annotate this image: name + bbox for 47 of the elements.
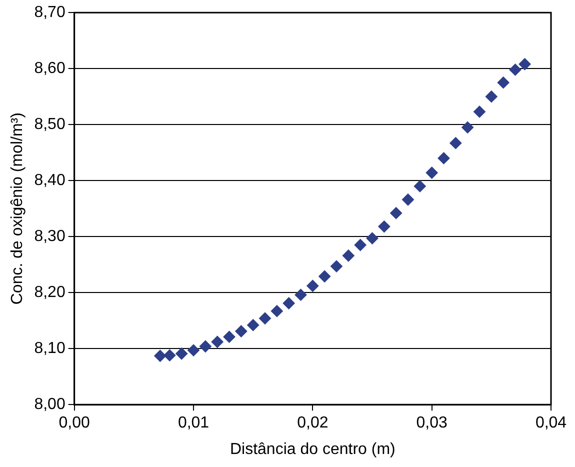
point (518, 58, 531, 70)
point (330, 260, 343, 272)
point (270, 305, 283, 318)
point (235, 325, 248, 338)
y-tick-label: 8,00 (34, 396, 66, 414)
point (426, 166, 438, 179)
point (485, 90, 498, 103)
point (247, 319, 260, 332)
x-tick-label: 0,03 (416, 414, 448, 432)
point (223, 330, 236, 343)
point (176, 348, 188, 360)
point (188, 344, 200, 356)
point (342, 250, 354, 262)
x-axis-title: Distância do centro (m) (230, 440, 396, 458)
point (378, 220, 390, 233)
y-tick-label: 8,50 (34, 116, 66, 134)
point (497, 76, 510, 89)
y-tick-label: 8,40 (34, 172, 66, 190)
point (259, 312, 272, 324)
point (154, 350, 166, 362)
point (414, 180, 426, 192)
x-tick-label: 0,01 (178, 414, 210, 432)
point (164, 349, 176, 362)
y-axis-title: Conc. de oxigênio (mol/m³) (9, 112, 26, 305)
point (462, 121, 474, 134)
x-tick-label: 0,04 (535, 414, 567, 432)
point (402, 194, 414, 206)
point (509, 64, 522, 76)
y-tick-label: 8,20 (34, 284, 66, 302)
y-tick-label: 8,30 (34, 228, 66, 246)
x-tick-label: 0,02 (297, 414, 328, 432)
point (211, 336, 224, 348)
point (354, 239, 366, 251)
point (474, 106, 486, 118)
point (306, 280, 319, 292)
point (366, 232, 378, 244)
point (199, 340, 212, 352)
point (450, 137, 462, 150)
point (282, 297, 295, 310)
point (390, 207, 402, 220)
y-tick-label: 8,60 (34, 60, 66, 78)
point (438, 152, 450, 164)
point (318, 270, 331, 282)
y-tick-label: 8,70 (34, 4, 66, 22)
point (294, 288, 307, 301)
x-tick-label: 0,00 (58, 414, 90, 432)
y-tick-label: 8,10 (34, 340, 66, 358)
